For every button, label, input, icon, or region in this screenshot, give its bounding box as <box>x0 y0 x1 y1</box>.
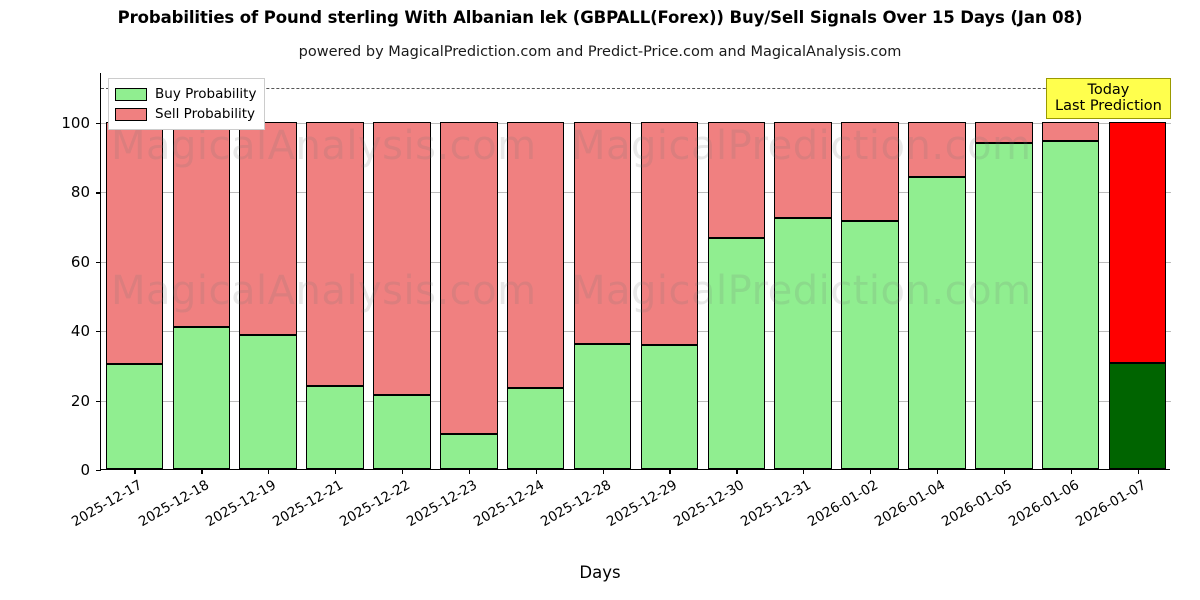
bar-segment-buy[interactable] <box>975 143 1033 469</box>
x-tick-mark <box>602 469 604 474</box>
gridline <box>101 400 1171 402</box>
x-tick-mark <box>936 469 939 474</box>
y-tick-mark <box>96 331 101 333</box>
x-tick-mark <box>401 469 404 474</box>
stacked-bar[interactable] <box>841 72 899 469</box>
y-tick-mark <box>96 400 101 402</box>
bar-segment-buy[interactable] <box>172 327 231 469</box>
x-tick-mark <box>1137 469 1139 474</box>
bar-segment-buy[interactable] <box>440 434 498 469</box>
y-tick-mark <box>96 261 101 264</box>
bar-segment-sell[interactable] <box>640 122 699 345</box>
x-tick-mark <box>468 469 471 474</box>
legend-item-buy: Buy Probability <box>115 84 256 104</box>
y-tick-label: 0 <box>80 461 90 479</box>
today-annotation-line1: Today <box>1087 82 1130 98</box>
stacked-bar[interactable] <box>707 72 766 469</box>
x-tick-mark <box>335 469 337 474</box>
bar-segment-buy[interactable] <box>373 394 431 469</box>
stacked-bar[interactable] <box>440 72 498 469</box>
bar-segment-buy[interactable] <box>1041 141 1100 469</box>
bar-segment-sell[interactable] <box>172 122 231 328</box>
y-tick-label: 100 <box>61 114 90 132</box>
legend-swatch-buy <box>115 87 147 101</box>
chart-legend: Buy Probability Sell Probability <box>108 78 266 130</box>
x-tick-mark <box>736 469 738 474</box>
bar-segment-sell[interactable] <box>707 122 766 238</box>
y-tick-mark <box>96 192 101 194</box>
stacked-bar[interactable] <box>239 72 297 469</box>
y-tick-label: 80 <box>70 183 90 202</box>
bar-segment-sell[interactable] <box>975 122 1033 144</box>
bar-segment-buy[interactable] <box>306 385 364 469</box>
page-title: Probabilities of Pound sterling With Alb… <box>117 8 1083 27</box>
x-tick-mark <box>669 469 671 474</box>
x-tick-mark <box>201 469 203 474</box>
legend-label-buy: Buy Probability <box>155 86 257 102</box>
today-annotation-line2: Last Prediction <box>1055 98 1162 115</box>
x-tick-mark <box>535 469 537 474</box>
stacked-bar[interactable] <box>1108 72 1167 469</box>
bar-segment-sell[interactable] <box>841 122 899 222</box>
legend-item-sell: Sell Probability <box>115 104 256 124</box>
x-tick-mark <box>803 469 805 474</box>
bar-segment-buy[interactable] <box>908 177 966 469</box>
x-tick-mark <box>1003 469 1006 474</box>
gridline <box>101 123 1171 124</box>
legend-swatch-sell <box>115 107 147 121</box>
chart-subtitle: powered by MagicalPrediction.com and Pre… <box>298 44 902 60</box>
bar-segment-buy[interactable] <box>1108 363 1167 469</box>
bar-segment-sell[interactable] <box>239 122 297 336</box>
stacked-bar[interactable] <box>640 72 699 469</box>
bar-segment-sell[interactable] <box>1041 122 1100 142</box>
bar-segment-sell[interactable] <box>774 122 832 219</box>
today-annotation: Today Last Prediction <box>1046 78 1171 120</box>
bar-segment-sell[interactable] <box>306 122 364 386</box>
stacked-bar[interactable] <box>306 72 364 469</box>
y-tick-label: 40 <box>70 322 90 341</box>
stacked-bar[interactable] <box>172 72 231 469</box>
stacked-bar[interactable] <box>105 72 164 469</box>
reference-dashed-line <box>101 88 1171 90</box>
x-tick-mark <box>1070 469 1072 474</box>
stacked-bar[interactable] <box>1041 72 1100 469</box>
bar-segment-buy[interactable] <box>707 237 766 469</box>
bar-segment-buy[interactable] <box>105 363 164 469</box>
stacked-bar[interactable] <box>506 72 565 469</box>
bar-segment-buy[interactable] <box>774 218 832 469</box>
bar-segment-sell[interactable] <box>1108 122 1167 364</box>
bar-segment-sell[interactable] <box>506 122 565 388</box>
gridline <box>101 331 1171 333</box>
stacked-bar[interactable] <box>908 72 966 469</box>
bar-segment-buy[interactable] <box>841 221 899 469</box>
bar-segment-buy[interactable] <box>573 344 632 469</box>
y-tick-label: 20 <box>70 391 90 410</box>
y-tick-mark <box>96 123 101 125</box>
bar-segment-buy[interactable] <box>506 387 565 469</box>
legend-label-sell: Sell Probability <box>155 106 256 122</box>
stacked-bar[interactable] <box>373 72 431 469</box>
x-tick-mark <box>268 469 270 474</box>
bar-segment-buy[interactable] <box>640 344 699 469</box>
stacked-bar[interactable] <box>573 72 632 469</box>
stacked-bar[interactable] <box>774 72 832 469</box>
y-tick-mark <box>96 470 101 472</box>
x-tick-mark <box>870 469 872 474</box>
bar-segment-sell[interactable] <box>573 122 632 345</box>
x-axis-label: Days <box>579 563 621 582</box>
x-tick-mark <box>134 469 136 474</box>
gridline <box>101 261 1171 263</box>
y-tick-label: 60 <box>70 252 90 271</box>
bar-segment-sell[interactable] <box>440 122 498 435</box>
bar-segment-sell[interactable] <box>105 122 164 364</box>
bar-segment-sell[interactable] <box>373 122 431 395</box>
gridline <box>101 192 1171 194</box>
stacked-bar[interactable] <box>975 72 1033 469</box>
bars-layer <box>101 73 1170 469</box>
bar-segment-sell[interactable] <box>908 122 966 178</box>
bar-segment-buy[interactable] <box>239 335 297 469</box>
